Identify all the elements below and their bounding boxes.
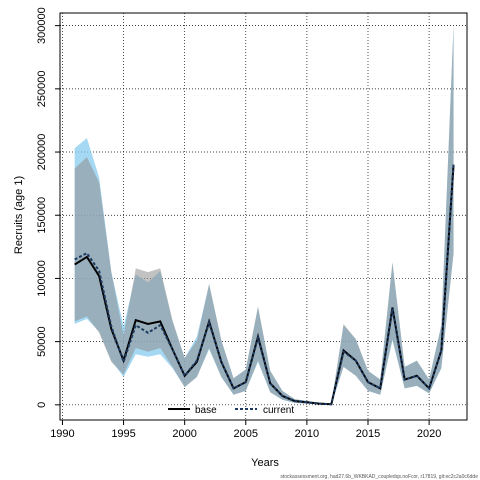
x-tick-label: 2015: [356, 428, 380, 440]
current-line: [74, 164, 455, 406]
x-axis-title: Years: [251, 457, 279, 469]
x-tick-label: 1990: [50, 428, 74, 440]
footnote: stockassessment.org, had27.6b_WKBKAD_cou…: [280, 474, 478, 480]
y-axis: 0 50000 100000 150000 200000 250000 300000: [36, 7, 60, 408]
y-tick-label: 300000: [36, 7, 48, 44]
legend-base-label: base: [195, 405, 217, 416]
x-tick-label: 2020: [417, 428, 441, 440]
y-axis-title: Recruits (age 1): [13, 176, 25, 254]
x-axis: 1990 1995 2000 2005 2010 2015 2020: [50, 420, 441, 440]
y-tick-label: 0: [36, 402, 48, 408]
grid-lines: [60, 13, 467, 420]
y-tick-label: 150000: [36, 197, 48, 234]
y-tick-label: 50000: [36, 326, 48, 357]
x-tick-label: 2010: [295, 428, 319, 440]
legend: base current: [168, 405, 294, 416]
confidence-bands: [74, 25, 454, 405]
y-tick-label: 200000: [36, 134, 48, 171]
x-tick-label: 2005: [234, 428, 258, 440]
plot-frame: [59, 12, 468, 421]
series-lines: [74, 164, 455, 406]
x-tick-label: 1995: [111, 428, 135, 440]
y-tick-label: 100000: [36, 260, 48, 297]
y-tick-label: 250000: [36, 70, 48, 107]
base-confidence-band: [74, 25, 454, 405]
legend-current-label: current: [263, 405, 294, 416]
x-tick-label: 2000: [172, 428, 196, 440]
